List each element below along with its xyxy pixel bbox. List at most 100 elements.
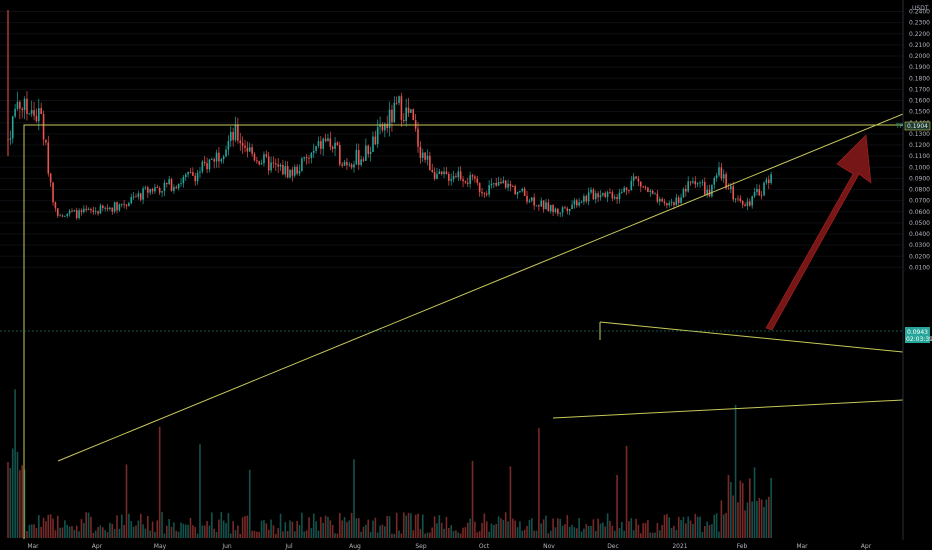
volume-bar [21,465,24,538]
candle-body [87,209,90,210]
volume-bar [512,518,514,538]
candle-body [725,174,727,189]
volume-bar [199,444,201,538]
candle-body [606,192,609,197]
volume-bar [737,502,739,538]
candle-body [310,152,313,159]
candle-body [28,113,31,115]
candle-body [715,175,718,179]
candle-body [571,204,573,210]
volume-bar [625,445,628,538]
volume-bar [362,526,365,538]
volume-bar [391,533,393,538]
volume-bar [751,501,753,538]
candle-body [670,202,673,203]
candle-body [19,101,21,109]
candle-body [40,108,42,115]
volume-bar [703,525,706,538]
candle-body [213,159,215,162]
candle-body [102,205,104,209]
volume-bar [421,514,424,538]
candle-body [341,164,343,166]
drawing-layer [0,113,904,539]
candle-body [265,154,268,157]
y-tick-label: 0.1300 [909,131,930,138]
candle-body [286,166,289,178]
candle-body [372,136,374,152]
volume-bar [163,533,166,538]
candle-body [663,201,666,204]
candle-body [400,96,403,120]
candle-body [448,173,450,181]
candle-body [173,187,175,191]
volume-bar [450,525,452,538]
candle-body [417,128,419,147]
volume-bar [64,520,66,538]
volume-bar [196,533,199,538]
volume-bar [509,466,512,538]
volume-bar [753,467,756,538]
volume-bar [293,531,296,538]
volume-bar [635,518,637,538]
candle-body [711,184,713,197]
volume-bar [523,529,526,538]
candle-body [331,146,334,149]
candle-body [732,186,735,200]
volume-bar [38,515,40,538]
candle-body [438,171,441,175]
volume-bar [637,524,640,538]
candle-body [391,109,393,123]
volume-bar [744,510,746,538]
volume-bar [417,513,419,538]
candle-body [673,202,675,206]
candle-body [26,98,28,114]
volume-bar [663,514,666,538]
volume-bar [666,513,668,538]
volume-bar [277,528,279,538]
candle-body [142,188,144,200]
volume-bar [767,496,770,538]
candle-body [459,171,462,180]
candle-body [128,203,130,206]
candle-body [552,204,554,213]
candle-body [23,98,26,111]
x-tick-label: Jul [284,543,293,550]
time-axis[interactable]: Mar Apr May Jun Jul Aug Sep Oct Nov Dec 2021 Feb Mar… [27,543,871,550]
volume-bar [239,533,242,538]
x-tick-label: Apr [92,543,103,550]
volume-bar [732,495,735,538]
volume-bar [412,530,415,538]
volume-bar [54,530,57,538]
y-tick-label: 0.0600 [909,209,930,216]
candle-body [312,150,315,153]
candle-body [75,210,78,219]
volume-bar [94,530,97,538]
candle-body [201,161,204,172]
candle-body [703,181,706,195]
volume-bar [355,518,358,538]
volume-bar [258,531,261,538]
volume-bar [495,523,498,538]
volume-bar [357,518,360,538]
volume-bar [651,532,654,538]
y-tick-label: 0.1200 [909,142,930,149]
x-tick-label: Nov [543,543,555,550]
volume-bar [613,530,616,538]
volume-bar [246,515,249,538]
candle-body [462,179,464,182]
candle-body [765,179,768,183]
candle-body [407,107,410,113]
volume-bar [346,522,348,538]
candle-body [369,151,372,154]
volume-bar [502,519,505,538]
volume-bar [23,469,26,538]
candle-body [49,173,52,183]
volume-bar [109,522,111,538]
candle-body [374,136,377,145]
volume-bar [282,531,284,538]
volume-bar [116,515,118,538]
candle-body [398,96,400,104]
volume-bar [222,520,225,538]
volume-bar [367,519,370,538]
